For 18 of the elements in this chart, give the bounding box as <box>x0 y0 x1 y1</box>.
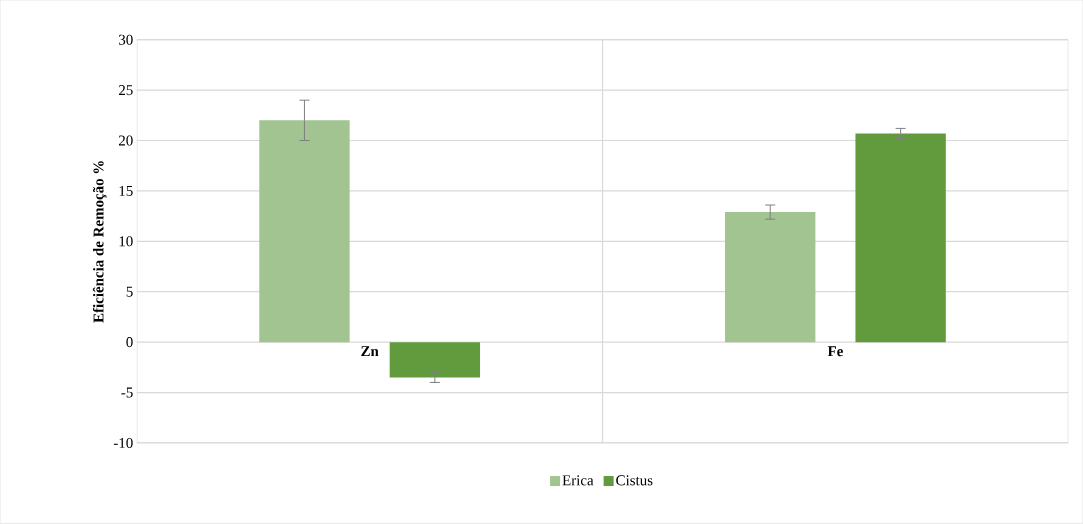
y-tick-label: 30 <box>119 34 133 45</box>
y-tick-label: 10 <box>119 236 133 247</box>
bar <box>855 133 946 343</box>
y-tick-label: 0 <box>126 337 133 348</box>
x-tick-label: Fe <box>827 346 843 357</box>
y-tick-label: 25 <box>118 85 133 96</box>
y-tick-label: 20 <box>118 135 133 146</box>
y-tick-label: -10 <box>113 438 133 449</box>
y-axis-title: Eficiência de Remoção % <box>92 161 107 323</box>
legend-label: Cistus <box>616 475 653 486</box>
bar <box>259 120 350 343</box>
bar <box>389 342 481 378</box>
x-tick-label: Zn <box>361 346 379 357</box>
y-tick-label: 15 <box>119 186 133 197</box>
y-tick-label: -5 <box>121 387 133 398</box>
bar <box>725 212 816 343</box>
legend-label: Erica <box>562 475 594 486</box>
y-tick-label: 5 <box>126 286 133 297</box>
